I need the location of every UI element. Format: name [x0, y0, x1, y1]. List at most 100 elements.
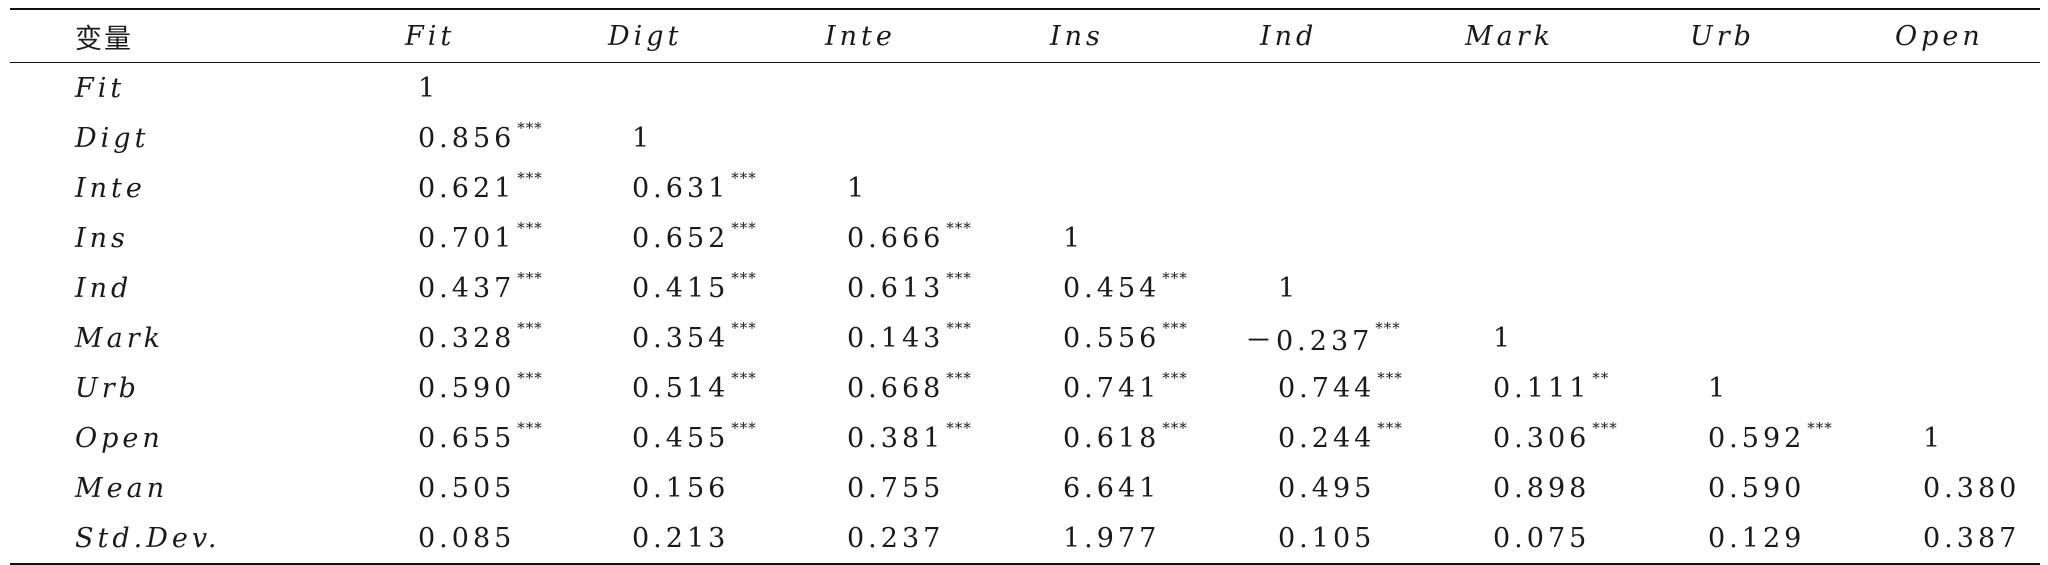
significance-stars: ** [1592, 369, 1610, 387]
table-cell: 1 [1278, 263, 1299, 313]
row-label: Mark [75, 322, 165, 354]
table-cell: 1.977 [1063, 513, 1160, 563]
row-label: Open [75, 422, 164, 454]
cell-value: 0.129 [1708, 522, 1806, 554]
header-ins: Ins [1050, 20, 1104, 52]
table-cell: 0.755 [847, 463, 944, 513]
table-cell: 0.590 *** [418, 363, 543, 413]
cell-value: 0.744 [1278, 372, 1376, 404]
table-cell: 0.898 [1493, 463, 1590, 513]
cell-value: 1 [1278, 272, 1300, 304]
cell-value: 0.105 [1278, 522, 1376, 554]
significance-stars: *** [946, 219, 972, 237]
cell-value: 0.415 [632, 272, 730, 304]
header-inte: Inte [825, 20, 896, 52]
cell-value: 0.354 [632, 322, 730, 354]
cell-value: 0.495 [1278, 472, 1376, 504]
table-cell: 0.744 *** [1278, 363, 1403, 413]
table-cell: 0.590 [1708, 463, 1805, 513]
table-cell: 0.618 *** [1063, 413, 1188, 463]
cell-value: 0.306 [1493, 422, 1591, 454]
cell-value: 1 [1493, 322, 1515, 354]
significance-stars: *** [517, 169, 543, 187]
table-cell: 0.213 [632, 513, 729, 563]
significance-stars: *** [731, 169, 757, 187]
table-row: Std.Dev. 0.085 0.213 0.237 1.977 0.105 0.075 0.… [10, 513, 2040, 563]
table-cell: 0.514 *** [632, 363, 757, 413]
cell-value: 0.381 [847, 422, 945, 454]
table-cell: 0.652 *** [632, 213, 757, 263]
header-fit: Fit [405, 20, 456, 52]
table-cell: 0.666 *** [847, 213, 972, 263]
cell-value: 0.590 [1708, 472, 1806, 504]
table-cell: 0.415 *** [632, 263, 757, 313]
table-cell: 0.455 *** [632, 413, 757, 463]
header-open: Open [1895, 20, 1984, 52]
table-cell: 0.668 *** [847, 363, 972, 413]
cell-value: 0.618 [1063, 422, 1161, 454]
table-cell: 0.655 *** [418, 413, 543, 463]
significance-stars: *** [1162, 269, 1188, 287]
table-cell: 1 [632, 113, 653, 163]
cell-value: 0.592 [1708, 422, 1806, 454]
table-row: Digt 0.856 *** 1 [10, 113, 2040, 163]
significance-stars: *** [946, 319, 972, 337]
header-urb: Urb [1690, 20, 1755, 52]
significance-stars: *** [517, 269, 543, 287]
row-label: Ind [75, 272, 133, 304]
cell-value: 0.156 [632, 472, 730, 504]
significance-stars: *** [1162, 369, 1188, 387]
correlation-table: 变量 Fit Digt Inte Ins Ind Mark Urb Open F… [10, 8, 2040, 565]
cell-value: 1 [1708, 372, 1730, 404]
cell-value: 1 [1923, 422, 1945, 454]
table-cell: 1 [847, 163, 868, 213]
table-cell: 6.641 [1063, 463, 1160, 513]
header-mark: Mark [1465, 20, 1555, 52]
cell-value: 6.641 [1063, 472, 1161, 504]
cell-value: 0.514 [632, 372, 730, 404]
cell-value: 1 [1063, 222, 1085, 254]
table-cell: 0.156 [632, 463, 729, 513]
table-cell: 0.143 *** [847, 313, 972, 363]
significance-stars: *** [517, 319, 543, 337]
significance-stars: *** [517, 119, 543, 137]
table-top-rule [10, 8, 2040, 10]
table-cell: 0.613 *** [847, 263, 972, 313]
table-cell: 1 [1923, 413, 1944, 463]
cell-value: 0.111 [1493, 372, 1591, 404]
table-cell: 0.306 *** [1493, 413, 1618, 463]
significance-stars: *** [946, 369, 972, 387]
table-row: Ins 0.701 *** 0.652 *** 0.666 *** 1 [10, 213, 2040, 263]
significance-stars: *** [517, 419, 543, 437]
table-row: Urb 0.590 *** 0.514 *** 0.668 *** 0.741 *** 0.744… [10, 363, 2040, 413]
row-label: Std.Dev. [75, 522, 221, 554]
table-cell: 0.244 *** [1278, 413, 1403, 463]
table-cell: 1 [1493, 313, 1514, 363]
table-cell: 0.437 *** [418, 263, 543, 313]
significance-stars: *** [731, 369, 757, 387]
row-label: Fit [75, 72, 126, 104]
table-row: Fit 1 [10, 63, 2040, 113]
header-variable: 变量 [75, 23, 133, 55]
significance-stars: *** [731, 419, 757, 437]
cell-value: 0.213 [632, 522, 730, 554]
table-cell: 0.741 *** [1063, 363, 1188, 413]
table-cell: 0.701 *** [418, 213, 543, 263]
cell-value: 0.387 [1923, 522, 2021, 554]
table-header-row: 变量 Fit Digt Inte Ins Ind Mark Urb Open [10, 10, 2040, 62]
cell-value: 0.380 [1923, 472, 2021, 504]
cell-value: 0.455 [632, 422, 730, 454]
significance-stars: *** [1162, 319, 1188, 337]
table-cell: 0.380 [1923, 463, 2020, 513]
cell-value: 0.631 [632, 172, 730, 204]
table-cell: 0.085 [418, 513, 515, 563]
cell-value: 0.556 [1063, 322, 1161, 354]
table-cell: 0.387 [1923, 513, 2020, 563]
table-row: Inte 0.621 *** 0.631 *** 1 [10, 163, 2040, 213]
cell-value: 0.666 [847, 222, 945, 254]
table-cell: 0.856 *** [418, 113, 543, 163]
table-row: Mark 0.328 *** 0.354 *** 0.143 *** 0.556 *** －0.2… [10, 313, 2040, 363]
cell-value: 1 [847, 172, 869, 204]
cell-value: 0.741 [1063, 372, 1161, 404]
cell-value: 0.075 [1493, 522, 1591, 554]
